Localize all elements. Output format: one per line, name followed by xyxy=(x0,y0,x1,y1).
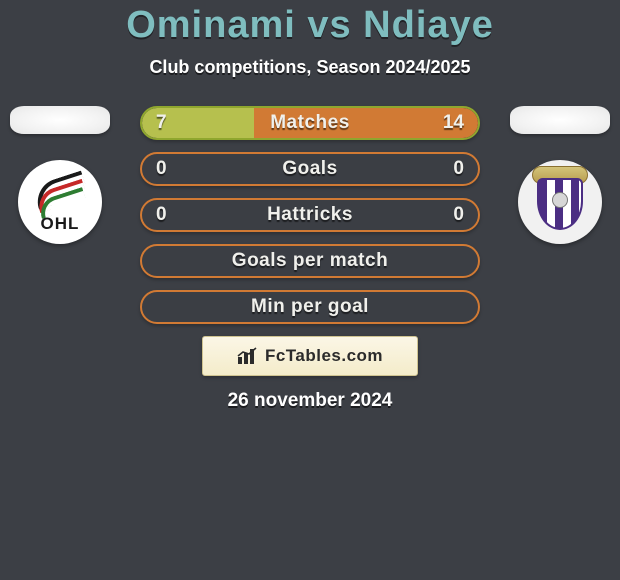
stat-label: Min per goal xyxy=(142,292,478,322)
left-club-badge: OHL xyxy=(18,160,102,244)
subtitle: Club competitions, Season 2024/2025 xyxy=(0,57,620,78)
chart-area: OHL 714Matches 00Goals 00Hattricks Goals pe… xyxy=(0,106,620,412)
anderlecht-logo-icon xyxy=(528,170,592,234)
right-player-name-pill xyxy=(510,106,610,134)
page-title: Ominami vs Ndiaye xyxy=(0,4,620,47)
stat-label: Matches xyxy=(142,108,478,138)
stat-label: Goals xyxy=(142,154,478,184)
left-player-column: OHL xyxy=(10,106,110,244)
stat-row: 00Goals xyxy=(140,152,480,186)
stat-row: 714Matches xyxy=(140,106,480,140)
stat-label: Hattricks xyxy=(142,200,478,230)
branding-badge: FcTables.com xyxy=(202,336,418,376)
left-club-short: OHL xyxy=(30,214,90,234)
date-text: 26 november 2024 xyxy=(0,390,620,412)
ohl-logo-icon: OHL xyxy=(30,172,90,232)
bars-icon xyxy=(237,347,259,365)
stat-row: 00Hattricks xyxy=(140,198,480,232)
stat-label: Goals per match xyxy=(142,246,478,276)
branding-text: FcTables.com xyxy=(265,346,383,366)
left-player-name-pill xyxy=(10,106,110,134)
right-player-column xyxy=(510,106,610,244)
stat-rows: 714Matches 00Goals 00Hattricks Goals per ma… xyxy=(140,106,480,324)
stat-row: Goals per match xyxy=(140,244,480,278)
right-club-badge xyxy=(518,160,602,244)
comparison-infographic: Ominami vs Ndiaye Club competitions, Sea… xyxy=(0,0,620,580)
stat-row: Min per goal xyxy=(140,290,480,324)
